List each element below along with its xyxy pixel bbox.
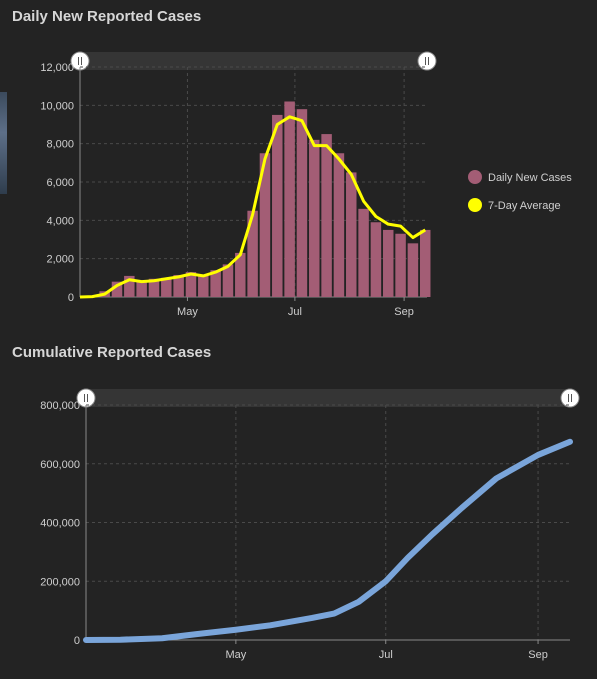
- daily-bar: [247, 210, 258, 297]
- daily-bar: [259, 153, 271, 297]
- daily-bar: [358, 208, 369, 297]
- daily-bar: [210, 270, 221, 297]
- x-tick-label: May: [177, 306, 198, 318]
- daily-bar: [407, 243, 419, 297]
- legend-item-seven-day-average: 7-Day Average: [468, 198, 561, 212]
- daily-bar: [111, 281, 123, 297]
- daily-bar: [346, 172, 357, 297]
- y-tick-label: 6,000: [46, 177, 74, 189]
- daily-bar: [124, 275, 135, 297]
- legend-item-daily-new-cases: Daily New Cases: [468, 170, 572, 184]
- y-tick-label: 0: [68, 292, 74, 304]
- cumulative-cases-line: [83, 438, 573, 643]
- daily-bar: [383, 229, 394, 297]
- x-tick-label: Sep: [528, 649, 548, 661]
- daily-bar: [185, 272, 197, 297]
- y-tick-label: 10,000: [40, 100, 74, 112]
- y-tick-label: 12,000: [40, 62, 74, 74]
- y-tick-label: 400,000: [40, 518, 80, 530]
- daily-bar: [161, 277, 172, 297]
- daily-bar: [173, 274, 184, 297]
- seven-day-average-line: [79, 115, 427, 299]
- daily-bar: [222, 264, 234, 297]
- x-tick-label: Jul: [379, 649, 393, 661]
- chart-title-cumulative: Cumulative Reported Cases: [12, 344, 212, 361]
- range-slider-end-handle[interactable]: [417, 51, 437, 71]
- daily-bar: [370, 222, 382, 297]
- daily-bar: [395, 233, 406, 297]
- daily-bar: [309, 139, 320, 297]
- daily-bar: [235, 252, 246, 297]
- daily-cases-chart: 0 2,000 4,000 6,000 8,000 10,000 12,000 May Jul S…: [40, 51, 572, 318]
- legend-swatch: [468, 198, 482, 212]
- daily-bar: [321, 134, 332, 297]
- legend-label: Daily New Cases: [488, 172, 572, 184]
- range-slider-track[interactable]: [80, 52, 427, 70]
- y-tick-label: 200,000: [40, 576, 80, 588]
- side-thumbnail: [0, 92, 7, 194]
- slider-handle-knob[interactable]: [560, 388, 580, 408]
- x-tick-label: Sep: [394, 306, 414, 318]
- daily-bar: [296, 109, 308, 298]
- legend-swatch: [468, 170, 482, 184]
- y-tick-label: 0: [74, 635, 80, 647]
- daily-bar: [333, 153, 345, 297]
- daily-bar: [136, 281, 147, 297]
- range-slider-start-handle[interactable]: [70, 51, 90, 71]
- legend-label: 7-Day Average: [488, 200, 561, 212]
- x-tick-label: Jul: [288, 306, 302, 318]
- daily-bar: [198, 275, 209, 297]
- x-tick-label: May: [225, 649, 246, 661]
- y-tick-label: 800,000: [40, 400, 80, 412]
- y-tick-label: 2,000: [46, 254, 74, 266]
- range-slider-track[interactable]: [86, 389, 570, 407]
- daily-bar: [272, 114, 283, 298]
- y-tick-label: 4,000: [46, 215, 74, 227]
- daily-bar: [284, 101, 295, 297]
- daily-bar: [419, 229, 431, 297]
- daily-bar: [148, 278, 160, 297]
- y-tick-label: 8,000: [46, 139, 74, 151]
- y-tick-label: 600,000: [40, 459, 80, 471]
- slider-handle-knob[interactable]: [417, 51, 437, 71]
- range-slider-end-handle[interactable]: [560, 388, 580, 408]
- chart-title-daily: Daily New Reported Cases: [12, 8, 202, 25]
